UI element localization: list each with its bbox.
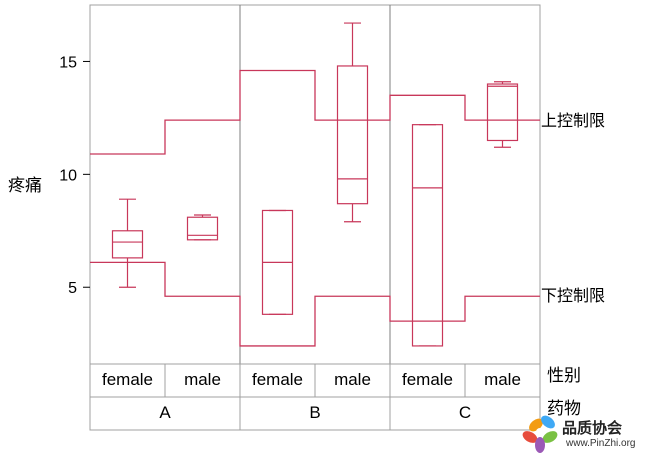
y-tick-label: 10 [59,167,77,184]
category-axis: female male female male female male A B C [89,363,541,431]
watermark: 品质协会 www.PinZhi.org [522,415,635,453]
y-tick-label: 5 [68,280,77,297]
y-axis: 5 10 15 [59,54,90,297]
lower-limit-label: 下控制限 [541,286,605,305]
gender-label: female [102,370,153,389]
gender-label: male [484,370,521,389]
gender-label: female [402,370,453,389]
box-A-female [111,198,144,288]
iqr-box [111,230,144,259]
y-tick-label: 15 [59,54,77,71]
box-C-male [486,81,519,148]
gender-level-title: 性别 [547,366,581,385]
box-B-female [261,209,294,315]
watermark-url: www.PinZhi.org [565,438,635,449]
drug-label: A [159,403,171,422]
drug-label: C [459,403,471,422]
box-A-male [186,214,219,241]
gender-label: male [184,370,221,389]
gender-label: male [334,370,371,389]
drug-label: B [309,403,320,422]
control-limit-lines [90,69,540,347]
iqr-box [186,216,219,241]
upper-control-limit [90,69,540,155]
lower-control-limit [90,261,540,347]
flower-logo-icon [522,415,558,453]
iqr-box [411,124,444,347]
gender-label: female [252,370,303,389]
box-C-female [411,124,444,347]
drug-level-title: 药物 [547,399,581,418]
box-plots [111,22,519,347]
y-axis-title: 疼痛 [8,176,42,196]
watermark-title: 品质协会 [562,419,622,437]
box-B-male [336,22,369,223]
iqr-box [486,83,519,142]
upper-limit-label: 上控制限 [541,111,605,130]
iqr-box [336,65,369,205]
